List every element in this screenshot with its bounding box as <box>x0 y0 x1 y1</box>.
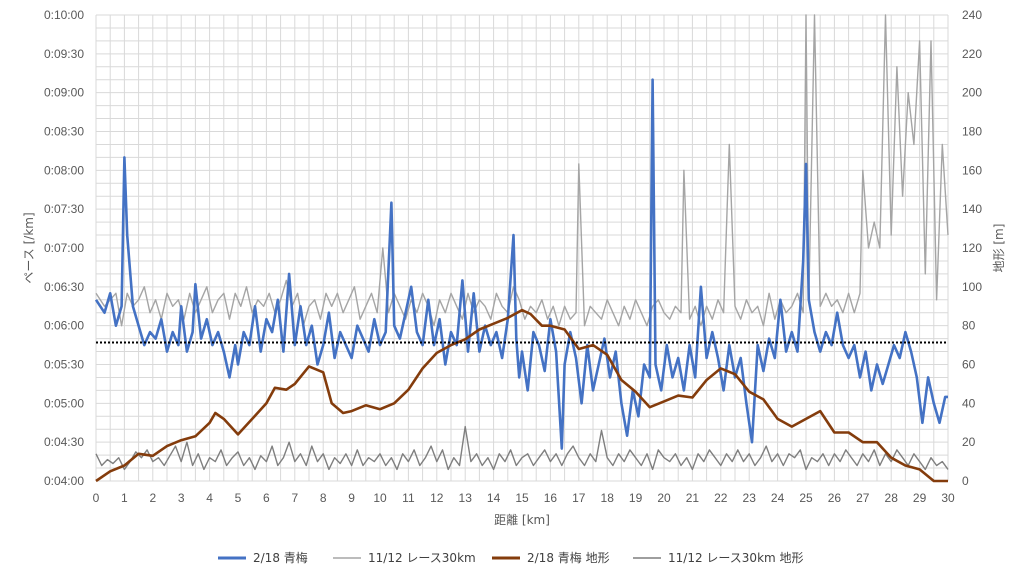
x-tick-label: 22 <box>714 491 728 505</box>
left-tick-label: 0:05:00 <box>44 396 84 410</box>
right-tick-label: 160 <box>962 163 982 177</box>
x-tick-label: 25 <box>799 491 813 505</box>
right-tick-label: 200 <box>962 86 982 100</box>
right-tick-label: 220 <box>962 47 982 61</box>
x-tick-label: 14 <box>487 491 501 505</box>
left-tick-label: 0:07:30 <box>44 202 84 216</box>
legend-label: 2/18 青梅 <box>253 550 308 565</box>
x-tick-label: 0 <box>93 491 100 505</box>
right-tick-label: 120 <box>962 241 982 255</box>
right-tick-label: 80 <box>962 319 976 333</box>
x-tick-label: 21 <box>686 491 700 505</box>
left-tick-label: 0:05:30 <box>44 358 84 372</box>
right-tick-label: 180 <box>962 125 982 139</box>
left-tick-labels: 0:04:00 0:04:30 0:05:00 0:05:30 0:06:00 0:06:… <box>44 8 84 488</box>
x-tick-label: 8 <box>320 491 327 505</box>
left-tick-label: 0:09:30 <box>44 47 84 61</box>
x-tick-label: 11 <box>402 491 415 505</box>
right-tick-label: 100 <box>962 280 982 294</box>
series-layer <box>94 14 949 483</box>
x-tick-label: 10 <box>373 491 387 505</box>
left-tick-label: 0:08:00 <box>44 163 84 177</box>
x-axis-title: 距離 [km] <box>494 513 550 527</box>
left-axis-title: ペース [/km] <box>22 212 36 283</box>
left-tick-label: 0:06:30 <box>44 280 84 294</box>
x-tick-label: 2 <box>149 491 156 505</box>
x-tick-label: 15 <box>515 491 529 505</box>
x-tick-label: 4 <box>206 491 213 505</box>
legend: 2/18 青梅 11/12 レース30km 2/18 青梅 地形 11/12 レース3… <box>218 550 804 565</box>
left-tick-label: 0:06:00 <box>44 319 84 333</box>
x-tick-label: 30 <box>941 491 955 505</box>
legend-label: 11/12 レース30km <box>368 551 476 565</box>
legend-label: 2/18 青梅 地形 <box>527 550 610 565</box>
left-tick-label: 0:10:00 <box>44 8 84 22</box>
series-line-2 <box>95 308 948 483</box>
x-tick-label: 6 <box>263 491 270 505</box>
left-tick-label: 0:08:30 <box>44 125 84 139</box>
x-tick-label: 26 <box>828 491 842 505</box>
right-tick-label: 0 <box>962 474 969 488</box>
series-line-3 <box>95 425 949 471</box>
x-tick-label: 1 <box>121 491 128 505</box>
x-tick-label: 13 <box>459 491 473 505</box>
x-tick-label: 7 <box>291 491 298 505</box>
series-line-0 <box>94 78 948 450</box>
x-tick-label: 3 <box>178 491 185 505</box>
x-tick-labels: 0 1 2 3 4 5 6 7 8 9 10 11 12 13 14 15 16 17 18 19 20 21 22 23 24… <box>93 491 955 505</box>
right-tick-labels: 0 20 40 60 80 100 120 140 160 180 200 220 240 <box>962 8 982 488</box>
right-axis-title: 地形 [m] <box>992 224 1006 273</box>
right-tick-label: 20 <box>962 435 976 449</box>
right-tick-label: 40 <box>962 396 976 410</box>
x-tick-label: 20 <box>657 491 671 505</box>
right-tick-label: 240 <box>962 8 982 22</box>
x-tick-label: 19 <box>629 491 643 505</box>
x-tick-label: 5 <box>235 491 242 505</box>
x-tick-label: 17 <box>572 491 586 505</box>
x-tick-label: 28 <box>885 491 899 505</box>
x-tick-label: 16 <box>544 491 558 505</box>
x-tick-label: 9 <box>348 491 355 505</box>
x-tick-label: 12 <box>430 491 444 505</box>
right-tick-label: 60 <box>962 358 976 372</box>
left-tick-label: 0:09:00 <box>44 86 84 100</box>
x-tick-label: 18 <box>601 491 615 505</box>
x-tick-label: 29 <box>913 491 927 505</box>
x-tick-label: 23 <box>743 491 757 505</box>
legend-label: 11/12 レース30km 地形 <box>668 551 804 565</box>
x-tick-label: 24 <box>771 491 785 505</box>
right-tick-label: 140 <box>962 202 982 216</box>
x-tick-label: 27 <box>856 491 870 505</box>
left-tick-label: 0:04:00 <box>44 474 84 488</box>
left-tick-label: 0:07:00 <box>44 241 84 255</box>
left-tick-label: 0:04:30 <box>44 435 84 449</box>
